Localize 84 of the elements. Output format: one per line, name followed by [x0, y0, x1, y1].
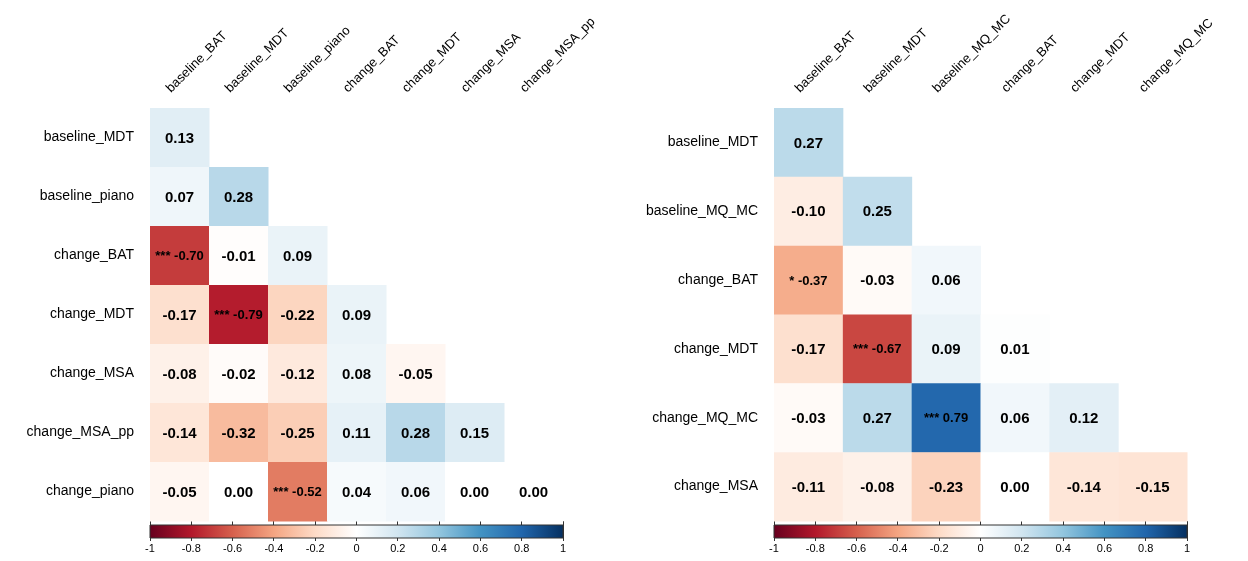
- y-tick-label: change_MSA: [673, 477, 759, 494]
- data-label: 0.00: [518, 482, 549, 500]
- data-label: 0.06: [931, 271, 961, 289]
- color-bar-label: -0.2: [929, 541, 949, 554]
- data-label: -0.17: [162, 305, 197, 323]
- data-label: 0.12: [1069, 408, 1099, 426]
- data-label: 0.08: [341, 364, 372, 382]
- color-bar-label: -0.2: [305, 541, 325, 554]
- color-bar-label: -0.6: [223, 541, 243, 554]
- data-label: 0.04: [341, 482, 372, 500]
- data-label: -0.14: [162, 423, 198, 441]
- data-label: 0.28: [223, 187, 254, 205]
- data-label: -0.02: [221, 364, 256, 382]
- data-label: * -0.37: [789, 272, 828, 288]
- data-label: -0.14: [1066, 477, 1102, 495]
- color-bar-label: 0: [977, 541, 984, 554]
- data-label: -0.03: [860, 271, 895, 289]
- data-label: 0.09: [931, 340, 961, 358]
- color-bar-label: 1: [559, 541, 567, 554]
- data-label: *** -0.67: [853, 341, 902, 357]
- data-label: 0.28: [400, 423, 431, 441]
- color-bar-label: -0.8: [805, 541, 825, 554]
- y-tick-label: change_MDT: [673, 339, 759, 356]
- data-label: -0.17: [791, 340, 826, 358]
- data-label: 0.01: [1000, 340, 1030, 358]
- color-bar-label: -0.6: [847, 541, 867, 554]
- data-label: -0.05: [398, 364, 433, 382]
- data-label: -0.05: [162, 482, 197, 500]
- color-bar-label: 0.6: [1096, 541, 1113, 554]
- y-tick-label: change_MDT: [49, 305, 135, 322]
- y-tick-label: change_MSA_pp: [26, 423, 135, 440]
- y-tick-label: baseline_MQ_MC: [645, 202, 758, 219]
- data-label: 0.00: [223, 482, 254, 500]
- data-label: 0.00: [459, 482, 490, 500]
- color-bar-label: 0.4: [1055, 541, 1071, 554]
- data-label: -0.03: [791, 408, 826, 426]
- data-label: 0.09: [282, 246, 313, 264]
- y-tick-label: change_BAT: [54, 246, 135, 263]
- color-bar-label: 0.6: [472, 541, 489, 554]
- data-label: 0.06: [1000, 408, 1030, 426]
- data-label: 0.07: [164, 187, 195, 205]
- color-bar-label: 0.2: [1014, 541, 1030, 554]
- color-bar-label: 0.2: [390, 541, 406, 554]
- data-label: 0.27: [862, 408, 892, 426]
- y-tick-label: change_MQ_MC: [652, 408, 758, 425]
- data-label: 0.13: [164, 128, 195, 146]
- y-tick-label: baseline_MDT: [43, 128, 135, 145]
- data-label: 0.09: [341, 305, 372, 323]
- color-bar-label: 0.8: [514, 541, 530, 554]
- data-label: 0.27: [793, 133, 824, 151]
- y-tick-label: change_piano: [46, 482, 135, 499]
- y-tick-label: change_MSA: [49, 364, 135, 381]
- y-tick-label: baseline_MDT: [667, 133, 759, 150]
- color-bar-label: 0.8: [1138, 541, 1154, 554]
- y-tick-label: baseline_piano: [39, 187, 135, 204]
- data-label: 0.15: [459, 423, 490, 441]
- data-label: 0.00: [1000, 477, 1030, 495]
- data-label: -0.08: [162, 364, 197, 382]
- data-label: 0.25: [862, 202, 892, 220]
- color-bar-label: 0.4: [431, 541, 447, 554]
- data-label: *** 0.79: [924, 410, 969, 426]
- data-label: -0.10: [791, 202, 826, 220]
- data-label: -0.22: [280, 305, 315, 323]
- data-label: -0.12: [280, 364, 315, 382]
- color-bar-label: -0.8: [181, 541, 201, 554]
- data-label: -0.08: [860, 477, 895, 495]
- color-bar-label: -1: [769, 541, 779, 554]
- data-label: -0.11: [791, 477, 826, 495]
- data-label: 0.06: [400, 482, 431, 500]
- color-bar-label: -0.4: [888, 541, 908, 554]
- color-bar-label: 1: [1183, 541, 1191, 554]
- y-tick-label: change_BAT: [678, 270, 759, 287]
- data-label: -0.23: [928, 477, 964, 495]
- data-label: *** -0.79: [214, 307, 263, 323]
- data-label: -0.15: [1135, 477, 1170, 495]
- data-label: 0.11: [342, 423, 371, 441]
- color-bar-label: -0.4: [264, 541, 284, 554]
- data-label: -0.25: [280, 423, 315, 441]
- data-label: *** -0.70: [155, 248, 204, 264]
- data-label: -0.32: [221, 423, 256, 441]
- color-bar-label: 0: [353, 541, 360, 554]
- data-label: *** -0.52: [273, 484, 322, 500]
- data-label: -0.01: [221, 246, 256, 264]
- color-bar-label: -1: [145, 541, 155, 554]
